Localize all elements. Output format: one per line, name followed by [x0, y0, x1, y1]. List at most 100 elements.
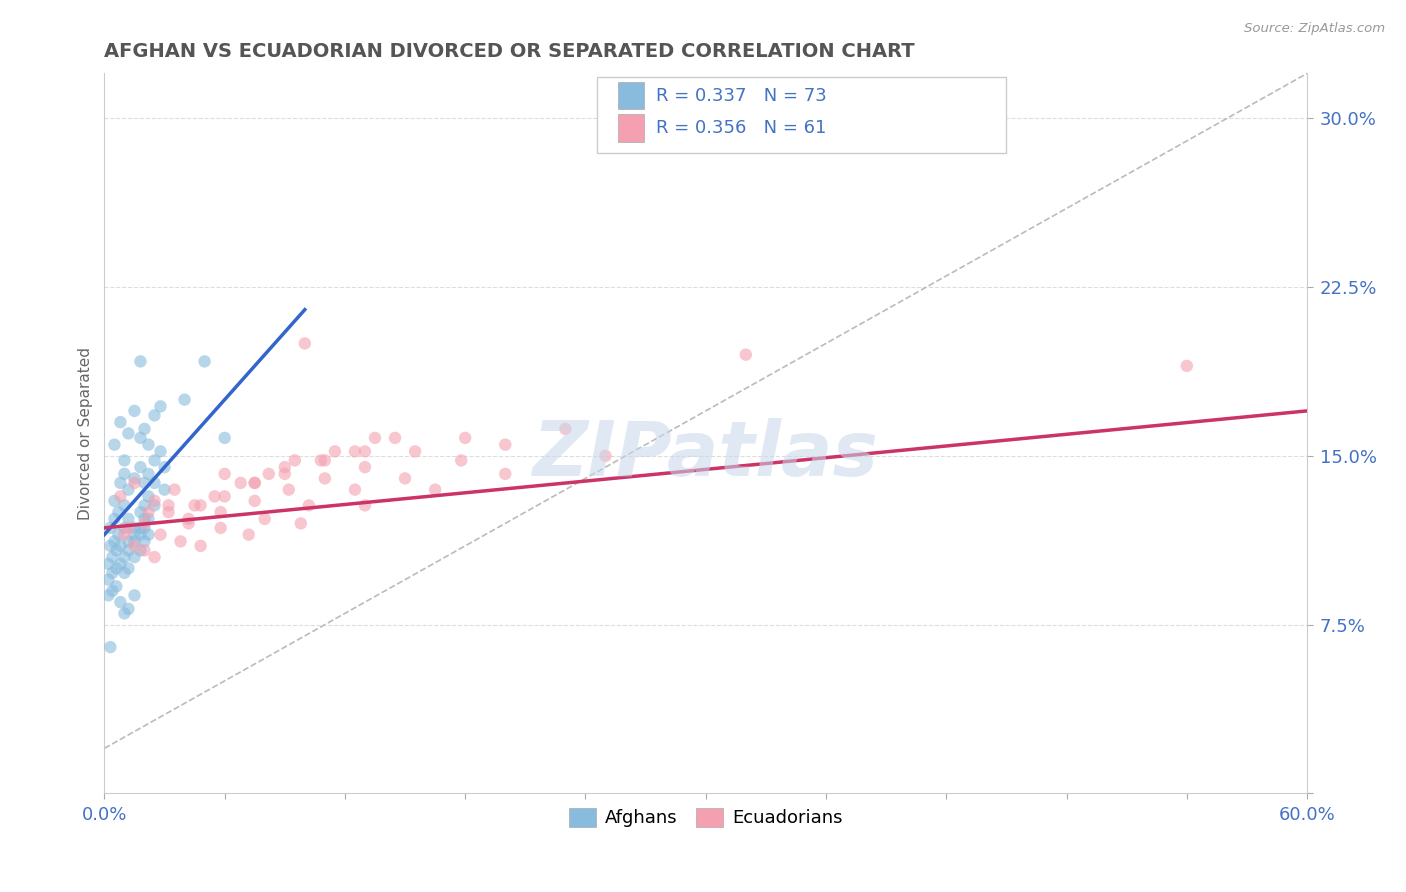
Point: [364, 431, 387, 445]
Point: [138, 467, 160, 481]
Point: [284, 453, 307, 467]
Point: [110, 489, 132, 503]
Point: [112, 550, 135, 565]
Point: [149, 444, 172, 458]
Point: [103, 437, 125, 451]
Bar: [617, 82, 644, 110]
Point: [294, 336, 316, 351]
Point: [134, 534, 156, 549]
Point: [124, 588, 146, 602]
Text: ZIPatlas: ZIPatlas: [533, 418, 879, 492]
Text: R = 0.356   N = 61: R = 0.356 N = 61: [657, 120, 827, 137]
Point: [117, 483, 139, 497]
Point: [124, 539, 146, 553]
Point: [103, 534, 125, 549]
Point: [117, 521, 139, 535]
Point: [173, 392, 195, 407]
Point: [134, 543, 156, 558]
Point: [124, 404, 146, 418]
Point: [343, 483, 366, 497]
Point: [124, 534, 146, 549]
Point: [143, 550, 166, 565]
Point: [153, 483, 176, 497]
Point: [323, 444, 346, 458]
Point: [100, 640, 122, 654]
Point: [454, 431, 477, 445]
Point: [1175, 359, 1198, 373]
Point: [214, 489, 236, 503]
Point: [243, 475, 266, 490]
Point: [138, 512, 160, 526]
Point: [314, 471, 336, 485]
Point: [129, 521, 152, 535]
Point: [423, 483, 446, 497]
Point: [112, 521, 135, 535]
Point: [404, 444, 426, 458]
Bar: [617, 114, 644, 142]
Point: [129, 431, 152, 445]
Point: [157, 505, 180, 519]
Point: [238, 527, 260, 541]
Point: [190, 539, 212, 553]
Point: [149, 400, 172, 414]
Point: [110, 539, 132, 553]
Point: [143, 409, 166, 423]
Point: [97, 573, 120, 587]
Point: [117, 543, 139, 558]
Point: [112, 566, 135, 580]
Point: [143, 494, 166, 508]
Point: [143, 499, 166, 513]
Point: [177, 512, 200, 526]
Point: [190, 499, 212, 513]
Point: [183, 499, 205, 513]
Point: [149, 527, 172, 541]
Point: [112, 607, 135, 621]
Point: [134, 512, 156, 526]
Point: [112, 499, 135, 513]
Point: [290, 516, 312, 531]
Point: [110, 557, 132, 571]
Point: [124, 475, 146, 490]
Point: [110, 475, 132, 490]
Point: [117, 534, 139, 549]
Point: [274, 460, 297, 475]
Point: [129, 527, 152, 541]
Point: [138, 527, 160, 541]
Point: [134, 516, 156, 531]
Point: [243, 494, 266, 508]
FancyBboxPatch shape: [598, 77, 1007, 153]
Point: [110, 595, 132, 609]
Point: [117, 561, 139, 575]
Point: [204, 489, 226, 503]
Point: [214, 431, 236, 445]
Text: R = 0.337   N = 73: R = 0.337 N = 73: [657, 87, 827, 104]
Point: [734, 348, 756, 362]
Point: [117, 426, 139, 441]
Point: [384, 431, 406, 445]
Point: [129, 505, 152, 519]
Point: [112, 467, 135, 481]
Point: [129, 460, 152, 475]
Point: [257, 467, 280, 481]
Point: [124, 550, 146, 565]
Point: [129, 543, 152, 558]
Point: [105, 543, 128, 558]
Point: [101, 566, 124, 580]
Point: [354, 499, 377, 513]
Point: [177, 516, 200, 531]
Point: [209, 521, 232, 535]
Point: [394, 471, 416, 485]
Point: [595, 449, 617, 463]
Point: [97, 588, 120, 602]
Point: [107, 505, 129, 519]
Point: [277, 483, 299, 497]
Point: [112, 453, 135, 467]
Point: [494, 467, 516, 481]
Point: [163, 483, 186, 497]
Point: [450, 453, 472, 467]
Point: [343, 444, 366, 458]
Point: [243, 475, 266, 490]
Point: [253, 512, 276, 526]
Point: [110, 415, 132, 429]
Point: [134, 499, 156, 513]
